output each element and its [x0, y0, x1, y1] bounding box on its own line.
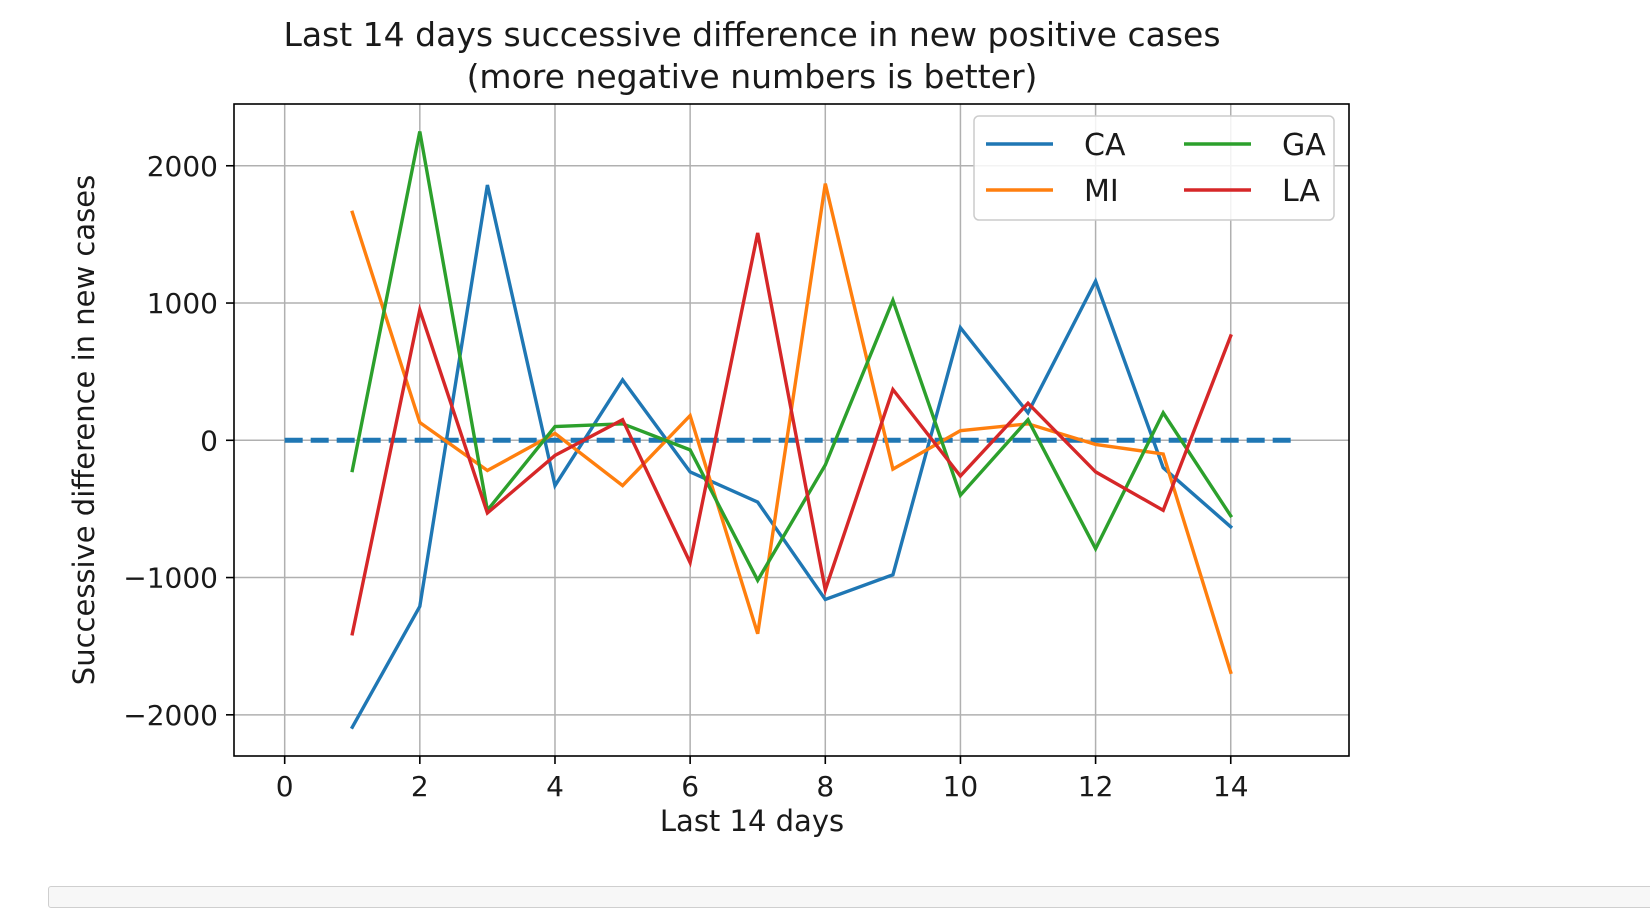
y-axis-ticks: −2000 −1000 0 1000 2000: [123, 150, 234, 732]
y-axis-label: Successive difference in new cases: [67, 175, 101, 685]
chart-subtitle: (more negative numbers is better): [467, 57, 1038, 96]
x-tick-label: 4: [546, 770, 564, 803]
series-line-la: [350, 232, 1233, 636]
y-tick-label: −2000: [123, 699, 218, 732]
y-tick-label: −1000: [123, 562, 218, 595]
legend-label-ca: CA: [1084, 128, 1126, 163]
series-line-ca: [349, 184, 1234, 730]
y-tick-label: 0: [200, 424, 218, 457]
x-tick-label: 2: [411, 770, 429, 803]
legend: CA GA MI LA: [973, 115, 1335, 221]
legend-label-la: LA: [1282, 174, 1320, 209]
x-tick-label: 8: [816, 770, 834, 803]
series-line-mi: [350, 183, 1233, 675]
next-notebook-cell[interactable]: [48, 886, 1650, 908]
chart-title: Last 14 days successive difference in ne…: [283, 15, 1220, 54]
legend-label-ga: GA: [1282, 128, 1326, 163]
x-tick-label: 12: [1078, 770, 1114, 803]
y-tick-label: 2000: [147, 150, 218, 183]
legend-label-mi: MI: [1084, 174, 1119, 209]
x-axis-label: Last 14 days: [660, 804, 844, 838]
x-tick-label: 14: [1213, 770, 1249, 803]
series-line-ga: [350, 131, 1234, 584]
series-lines: [349, 131, 1234, 730]
x-tick-label: 0: [276, 770, 294, 803]
plot-area-frame: [233, 103, 1350, 757]
y-tick-label: 1000: [147, 287, 218, 320]
x-axis-ticks: 0 2 4 6 8 10 12 14: [276, 756, 1249, 803]
legend-box: [973, 115, 1335, 221]
x-tick-label: 6: [681, 770, 699, 803]
x-tick-label: 10: [943, 770, 979, 803]
